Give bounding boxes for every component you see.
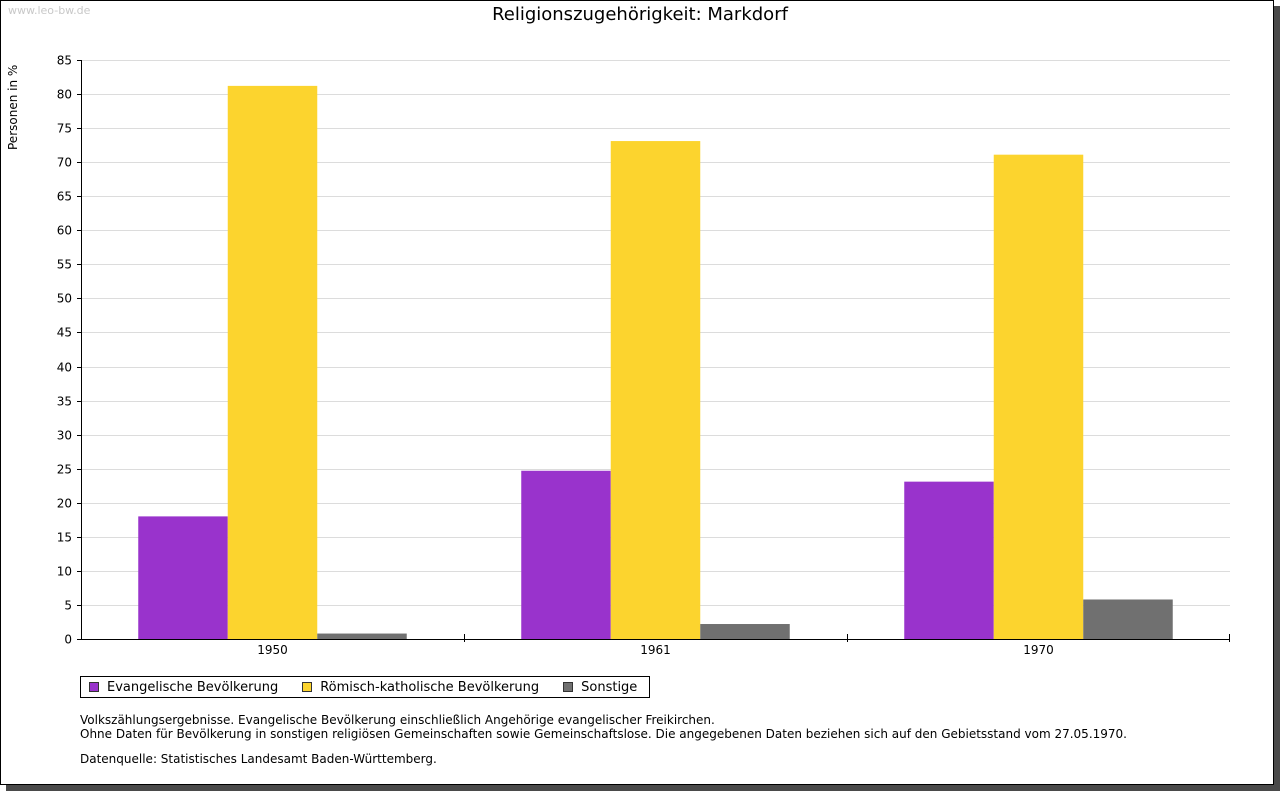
chart-legend: Evangelische Bevölkerung Römisch-katholis…	[80, 676, 651, 698]
legend-label-evangelische-bev-lkerung: Evangelische Bevölkerung	[107, 679, 279, 695]
y-tick-label-70: 70	[57, 156, 72, 170]
y-tick-label-65: 65	[57, 190, 72, 204]
y-tick-label-80: 80	[57, 88, 72, 102]
bar-1970-r-misch-katholische-bev-lkerung	[993, 154, 1084, 639]
y-tick-label-50: 50	[57, 292, 72, 306]
legend-label-r-misch-katholische-bev-lkerung: Römisch-katholische Bevölkerung	[320, 679, 540, 695]
bar-1970-evangelische-bev-lkerung	[904, 481, 994, 639]
legend-item-sonstige: Sonstige	[563, 680, 637, 695]
y-tick-label-30: 30	[57, 429, 72, 443]
y-tick-label-55: 55	[57, 258, 72, 272]
y-tick-label-20: 20	[57, 497, 72, 511]
x-tick-label-1961: 1961	[640, 643, 671, 657]
y-tick-label-60: 60	[57, 224, 72, 238]
bar-1961-evangelische-bev-lkerung	[521, 470, 611, 639]
bar-1950-r-misch-katholische-bev-lkerung	[227, 85, 318, 639]
y-tick-label-75: 75	[57, 122, 72, 136]
y-tick-label-10: 10	[57, 565, 72, 579]
frame-shadow-bottom	[6, 785, 1280, 791]
y-tick-label-5: 5	[64, 599, 72, 613]
chart-notes: Volkszählungsergebnisse. Evangelische Be…	[80, 713, 1127, 741]
chart-title: Religionszugehörigkeit: Markdorf	[492, 4, 788, 25]
bar-1970-sonstige	[1083, 599, 1173, 639]
legend-item-r-misch-katholische-bev-lkerung: Römisch-katholische Bevölkerung	[302, 680, 539, 695]
legend-item-evangelische-bev-lkerung: Evangelische Bevölkerung	[89, 680, 278, 695]
y-tick-label-25: 25	[57, 463, 72, 477]
x-tick-label-1950: 1950	[257, 643, 288, 657]
bar-chart: 0 5 10 15 20 25 30 35 40 45 50 55 60 65 70 75 80 85 Person…	[6, 54, 1230, 657]
x-tick-label-1970: 1970	[1023, 643, 1054, 657]
note-line-2: Ohne Daten für Bevölkerung in sonstigen …	[80, 727, 1127, 741]
legend-swatch-r-misch-katholische-bev-lkerung	[302, 682, 313, 692]
y-tick-label-85: 85	[57, 54, 72, 68]
bar-1950-sonstige	[317, 633, 407, 639]
legend-swatch-evangelische-bev-lkerung	[89, 682, 99, 692]
y-tick-label-45: 45	[57, 326, 72, 340]
data-source: Datenquelle: Statistisches Landesamt Bad…	[80, 752, 437, 766]
frame-shadow-right	[1274, 6, 1280, 791]
bar-1950-evangelische-bev-lkerung	[138, 516, 228, 639]
bar-1961-sonstige	[700, 624, 790, 639]
watermark: www.leo-bw.de	[8, 4, 91, 17]
legend-swatch-sonstige	[563, 682, 574, 692]
legend-label-sonstige: Sonstige	[581, 679, 638, 695]
bar-1961-r-misch-katholische-bev-lkerung	[610, 141, 701, 639]
y-tick-label-40: 40	[57, 361, 72, 375]
y-tick-label-35: 35	[57, 395, 72, 409]
y-axis-label: Personen in %	[6, 65, 20, 150]
y-tick-label-0: 0	[64, 633, 72, 647]
note-line-1: Volkszählungsergebnisse. Evangelische Be…	[80, 713, 715, 727]
y-tick-label-15: 15	[57, 531, 72, 545]
